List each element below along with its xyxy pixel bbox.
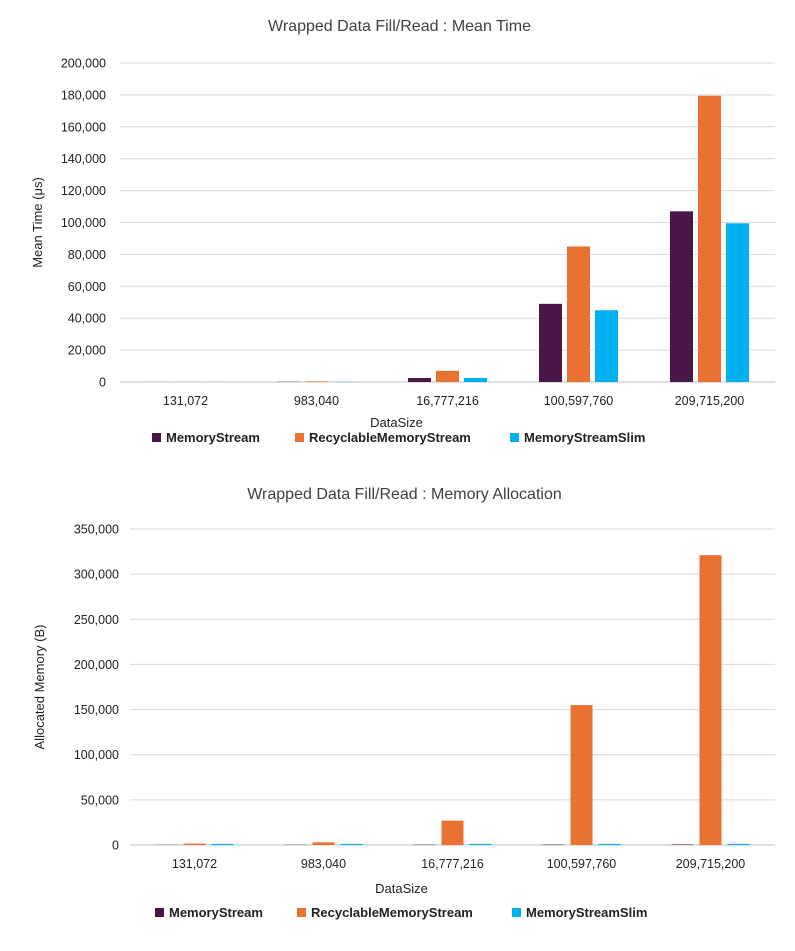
chart1-legend-label-memorystreamslim: MemoryStreamSlim xyxy=(524,430,645,445)
chart2-bar-memorystreamslim-1 xyxy=(340,843,363,845)
chart1-ytick-label: 0 xyxy=(99,376,106,390)
chart1-xtick-label: 983,040 xyxy=(294,394,339,408)
chart2-ytick-label: 50,000 xyxy=(81,793,119,807)
chart1-bar-recyclablememorystream-1 xyxy=(305,381,328,382)
chart2-legend-swatch-memorystreamslim xyxy=(512,908,521,917)
chart1-ytick-label: 120,000 xyxy=(61,184,106,198)
chart2-bar-recyclablememorystream-2 xyxy=(441,820,464,845)
chart2-xtick-label: 209,715,200 xyxy=(676,857,746,871)
chart1-ytick-label: 140,000 xyxy=(61,152,106,166)
chart2-xtick-label: 100,597,760 xyxy=(547,857,617,871)
chart2-ytick-label: 200,000 xyxy=(74,658,119,672)
chart2-bar-memorystreamslim-0 xyxy=(211,843,234,845)
chart1-legend-label-memorystream: MemoryStream xyxy=(166,430,260,445)
chart2-bar-recyclablememorystream-3 xyxy=(570,705,593,845)
chart2-ytick-label: 150,000 xyxy=(74,703,119,717)
chart2-bar-memorystreamslim-4 xyxy=(727,843,750,845)
chart2-ytick-label: 250,000 xyxy=(74,613,119,627)
chart1-xtick-label: 16,777,216 xyxy=(416,394,479,408)
chart1-legend-swatch-memorystreamslim xyxy=(510,433,519,442)
chart1-legend-swatch-memorystream xyxy=(152,433,161,442)
chart1-bar-recyclablememorystream-3 xyxy=(567,246,590,382)
chart2-xtick-label: 16,777,216 xyxy=(421,857,484,871)
chart2-bar-memorystream-4 xyxy=(671,844,694,845)
chart2-y-axis-label: Allocated Memory (B) xyxy=(32,625,47,750)
chart1-ytick-label: 180,000 xyxy=(61,88,106,102)
chart1-ytick-label: 100,000 xyxy=(61,216,106,230)
chart1-ytick-label: 200,000 xyxy=(61,57,106,71)
chart1-bar-memorystreamslim-3 xyxy=(595,310,618,382)
chart1-title: Wrapped Data Fill/Read : Mean Time xyxy=(268,18,531,35)
chart1-bar-memorystreamslim-4 xyxy=(726,223,749,382)
chart1-ytick-label: 20,000 xyxy=(68,344,106,358)
chart2-title: Wrapped Data Fill/Read : Memory Allocati… xyxy=(247,486,562,503)
chart1-ytick-label: 40,000 xyxy=(68,312,106,326)
chart2-bar-recyclablememorystream-4 xyxy=(699,555,722,845)
chart1-bar-memorystream-4 xyxy=(670,211,693,382)
chart2-bar-recyclablememorystream-1 xyxy=(312,842,335,845)
chart1-legend-swatch-recyclablememorystream xyxy=(295,433,304,442)
chart1-bar-memorystream-3 xyxy=(539,303,562,382)
chart2-legend-swatch-recyclablememorystream xyxy=(297,908,306,917)
chart1-bar-memorystreamslim-2 xyxy=(464,378,487,382)
chart2-legend-label-memorystreamslim: MemoryStreamSlim xyxy=(526,905,647,920)
chart2-ytick-label: 0 xyxy=(112,839,119,853)
chart2-x-axis-label: DataSize xyxy=(375,881,428,896)
chart2-legend-label-memorystream: MemoryStream xyxy=(169,905,263,920)
chart2-xtick-label: 983,040 xyxy=(301,857,346,871)
chart2-ytick-label: 350,000 xyxy=(74,523,119,537)
chart2-xtick-label: 131,072 xyxy=(172,857,217,871)
chart2-bar-memorystreamslim-3 xyxy=(598,843,621,845)
chart2-legend-label-recyclablememorystream: RecyclableMemoryStream xyxy=(311,905,473,920)
chart2-ytick-label: 100,000 xyxy=(74,748,119,762)
chart1-ytick-label: 160,000 xyxy=(61,120,106,134)
chart2-legend-swatch-memorystream xyxy=(155,908,164,917)
chart1-xtick-label: 100,597,760 xyxy=(544,394,614,408)
chart1-xtick-label: 131,072 xyxy=(163,394,208,408)
chart1-legend-label-recyclablememorystream: RecyclableMemoryStream xyxy=(309,430,471,445)
chart1-y-axis-label: Mean Time (μs) xyxy=(30,177,45,268)
chart1-x-axis-label: DataSize xyxy=(370,415,423,430)
chart1-ytick-label: 60,000 xyxy=(68,280,106,294)
chart2-bar-recyclablememorystream-0 xyxy=(183,843,206,845)
chart1-bar-recyclablememorystream-2 xyxy=(436,370,459,382)
chart1-xtick-label: 209,715,200 xyxy=(675,394,745,408)
chart1-bar-recyclablememorystream-4 xyxy=(698,95,721,382)
chart1-ytick-label: 80,000 xyxy=(68,248,106,262)
chart2-bar-memorystreamslim-2 xyxy=(469,843,492,845)
chart1-bar-memorystream-2 xyxy=(408,378,431,382)
chart2-ytick-label: 300,000 xyxy=(74,568,119,582)
